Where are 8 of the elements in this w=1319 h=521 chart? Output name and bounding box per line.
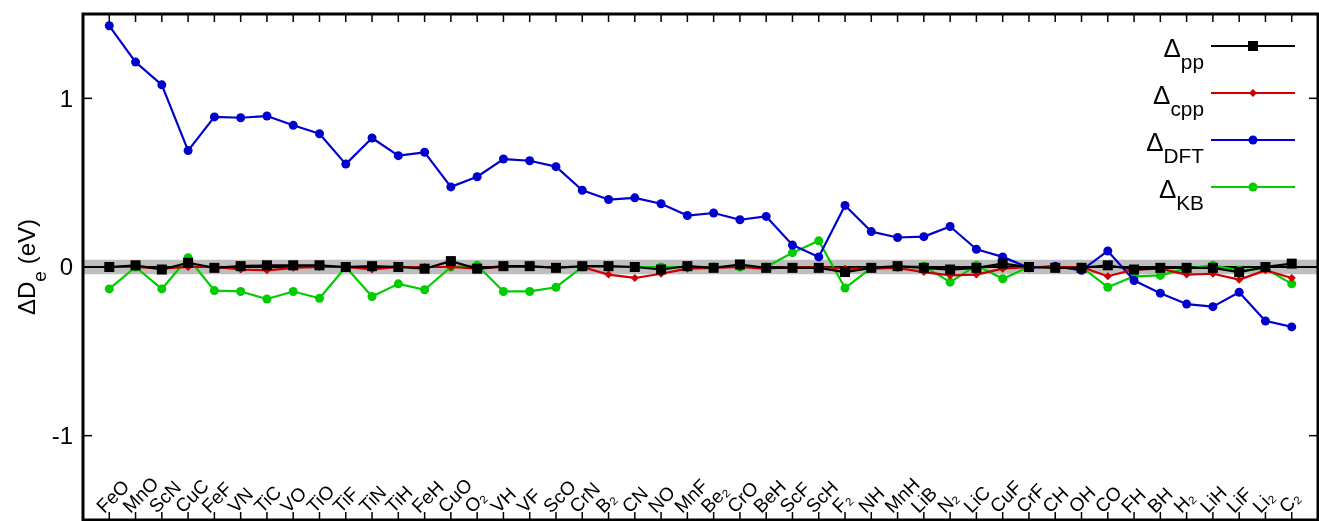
y-tick-label: 0 [59,253,73,281]
legend-label: Δ$_{KB}$ [1158,174,1204,214]
x-tick-label: Li₂ [1248,486,1279,517]
y-tick-label: 1 [59,84,73,112]
legend-label: Δ$_{cpp}$ [1153,80,1204,120]
y-tick-label: -1 [51,422,73,450]
legend-label: Δ$_{DFT}$ [1146,127,1205,167]
legend-label: Δ$_{pp}$ [1163,33,1204,73]
